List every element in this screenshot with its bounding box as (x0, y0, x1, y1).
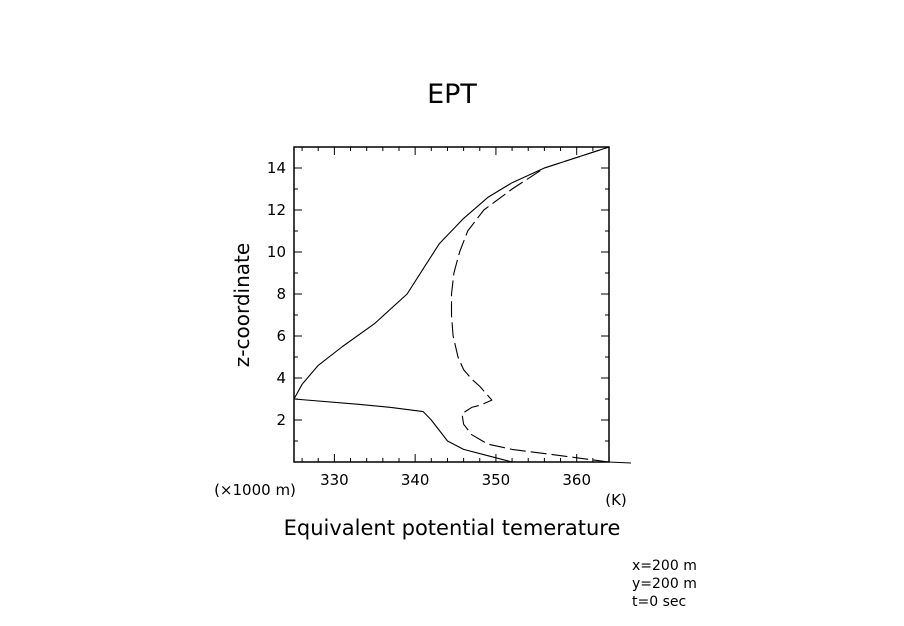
dashed-series-line (450, 146, 610, 463)
footer-y-position: y=200 m (632, 576, 697, 592)
footer-time: t=0 sec (632, 594, 686, 610)
y-tick-label: 4 (276, 369, 286, 387)
x-axis-label: Equivalent potential temerature (284, 516, 621, 540)
y-tick-label: 14 (267, 159, 286, 177)
y-tick-label: 6 (276, 327, 286, 345)
chart-title: EPT (427, 79, 477, 110)
y-tick-label: 2 (276, 411, 286, 429)
y-tick-label: 12 (267, 201, 286, 219)
y-tick-label: 10 (267, 243, 286, 261)
data-series (293, 146, 632, 464)
footer-x-position: x=200 m (632, 558, 697, 574)
plot-frame (293, 146, 610, 463)
solid-series-line (293, 146, 610, 463)
x-tick-label: 340 (401, 471, 430, 489)
y-axis-label: z-coordinate (230, 243, 254, 367)
series-overflow-segment (608, 461, 632, 464)
x-tick-label: 330 (320, 471, 349, 489)
y-tick-label: 8 (276, 285, 286, 303)
axis-tick-labels: 330 340 350 360 2 4 6 8 10 12 14 (267, 159, 591, 489)
x-axis-unit: (K) (605, 491, 627, 509)
x-tick-label: 360 (562, 471, 591, 489)
y-axis-unit: (×1000 m) (214, 481, 296, 499)
axis-ticks (294, 146, 610, 462)
x-tick-label: 350 (482, 471, 511, 489)
